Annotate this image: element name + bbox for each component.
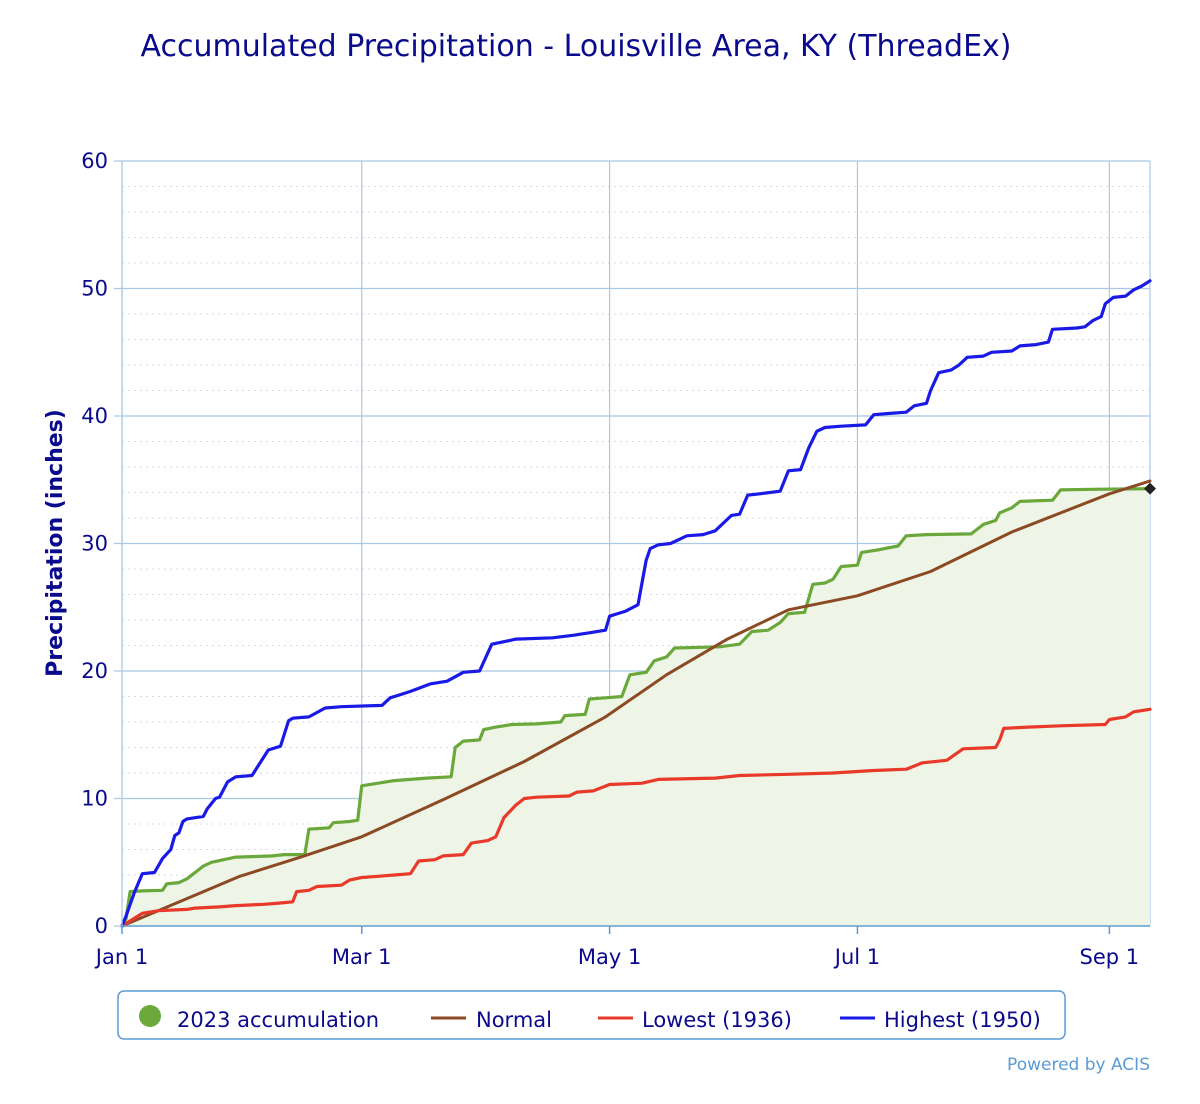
x-tick-label: Jan 1 [94, 945, 148, 969]
legend-swatch-2023 [139, 1005, 161, 1027]
y-tick-label: 20 [81, 659, 108, 683]
chart-title: Accumulated Precipitation - Louisville A… [140, 29, 1011, 64]
x-tick-label: Jul 1 [833, 945, 880, 969]
series-line-normal[interactable] [120, 479, 1152, 928]
series-line-lowest-1936[interactable] [120, 707, 1152, 928]
legend-label-normal[interactable]: Normal [476, 1008, 552, 1032]
legend-box [117, 990, 1066, 1040]
y-tick-label: 30 [81, 532, 108, 556]
legend: 2023 accumulation Normal Lowest (1936) H… [117, 990, 1066, 1040]
series-line-highest-1950[interactable] [120, 279, 1152, 928]
legend-label-2023[interactable]: 2023 accumulation [177, 1008, 379, 1032]
x-tick-label: Mar 1 [332, 945, 392, 969]
y-tick-label: 40 [81, 404, 108, 428]
legend-label-highest[interactable]: Highest (1950) [884, 1008, 1041, 1032]
x-tick-label: May 1 [578, 945, 641, 969]
last-value-marker[interactable] [1144, 482, 1156, 495]
series-line-2023-accumulation[interactable] [120, 487, 1152, 928]
y-tick-label: 10 [81, 787, 108, 811]
y-axis-label: Precipitation (inches) [43, 409, 68, 677]
series-area-2023-accumulation [122, 488, 1150, 926]
axes: 0 10 20 30 40 50 60 Jan 1 Mar 1 May 1 Jul 1 Sep 1 [81, 149, 1150, 969]
series-layer [120, 279, 1156, 928]
y-tick-label: 0 [95, 914, 108, 938]
y-tick-label: 60 [81, 149, 108, 173]
y-tick-label: 50 [81, 277, 108, 301]
legend-label-lowest[interactable]: Lowest (1936) [642, 1008, 792, 1032]
credit-link[interactable]: Powered by ACIS [1007, 1055, 1150, 1075]
x-tick-label: Sep 1 [1080, 945, 1140, 969]
